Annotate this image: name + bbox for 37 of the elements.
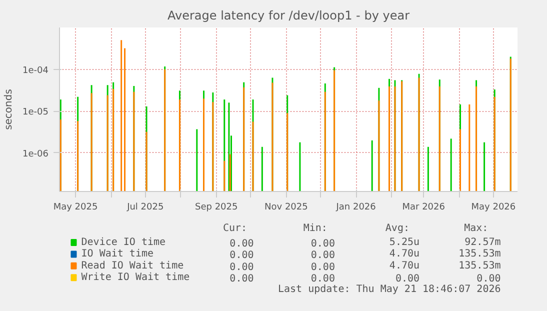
y-tick-label: 1e-04 [22, 66, 49, 76]
text: 4.70u [389, 260, 420, 272]
text: Min: [303, 223, 328, 234]
legend-label: Read IO Wait time [81, 260, 184, 272]
text: Last update: Thu May 21 18:46:07 2026 [278, 284, 501, 295]
text: 4.70u [389, 248, 420, 260]
text: 0.00 [310, 250, 335, 262]
text: Max: [464, 223, 488, 234]
legend-label: Write IO Wait time [81, 272, 190, 284]
y-axis-title: seconds [4, 89, 15, 130]
text: 0.00 [230, 274, 254, 285]
text: 135.53m [458, 248, 501, 260]
text: 0.00 [230, 262, 254, 273]
x-tick-label: May 2026 [471, 202, 516, 212]
x-tick-label: May 2025 [53, 202, 98, 212]
text: 0.00 [395, 274, 420, 285]
y-tick-label: 1e-05 [22, 108, 49, 118]
legend-label: IO Wait time [81, 248, 154, 260]
x-tick-label: Jul 2025 [126, 202, 164, 212]
x-tick-label: Nov 2025 [264, 202, 308, 212]
text: 0.00 [310, 274, 335, 285]
text: Avg: [385, 223, 410, 234]
x-tick-label: Mar 2026 [402, 202, 446, 212]
text: 0.00 [310, 238, 335, 250]
x-tick-label: Sep 2025 [195, 202, 238, 212]
text: 5.25u [389, 237, 420, 248]
y-tick-label: 1e-06 [22, 149, 49, 160]
chart-title: Average latency for /dev/loop1 - by year [167, 8, 410, 22]
x-tick-label: Jan 2026 [335, 202, 376, 212]
text: Cur: [222, 223, 248, 234]
text: 135.53m [458, 260, 501, 272]
text: 0.00 [310, 262, 335, 273]
text: 0.00 [230, 238, 254, 250]
text: 0.00 [230, 250, 254, 262]
text: 92.57m [464, 237, 501, 248]
text: 0.00 [476, 274, 501, 285]
legend-label: Device IO time [81, 237, 166, 248]
